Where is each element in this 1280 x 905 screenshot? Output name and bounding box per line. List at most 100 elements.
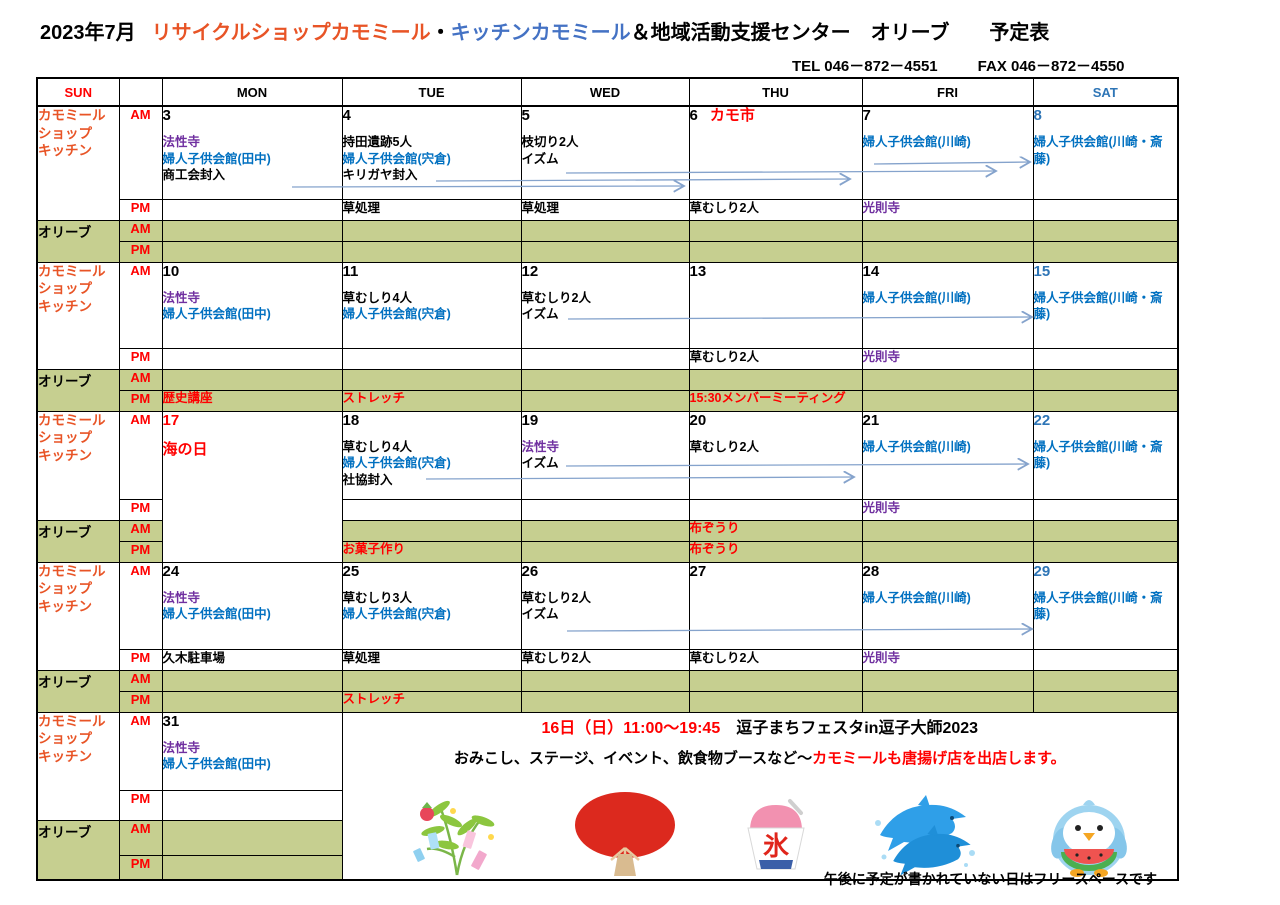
olive-pm-tue-cell: ストレッチ — [341, 389, 522, 412]
event-line: 婦人子供会館(川崎) — [862, 135, 971, 149]
olive-pm-thu-cell — [688, 240, 863, 263]
event-line: 海の日 — [162, 440, 208, 458]
am-label: AM — [118, 410, 163, 500]
week-4-row: オリーブ AM — [36, 669, 1179, 713]
day-header-sat: SAT — [1032, 77, 1179, 107]
shaved-ice-icon: 氷 — [747, 798, 805, 869]
month-label: 2023年7月 — [40, 22, 136, 44]
day-number: 3 — [162, 107, 171, 124]
announcement-line2: おみこし、ステージ、イベント、飲食物ブースなど～カモミールも唐揚げ店を出店します… — [343, 747, 1177, 768]
chamomile-label-line: ショップ — [38, 281, 92, 297]
day-number-row: 24 — [163, 563, 341, 581]
day-10-am-cell: 10 法性寺 婦人子供会館(田中) — [161, 261, 343, 349]
day-number: 18 — [342, 411, 360, 429]
day-6-am-cell: 6 カモ市 — [688, 105, 863, 200]
olive-row-label: オリーブ — [36, 368, 120, 412]
olive-am-sat-cell — [1032, 368, 1179, 391]
event-line: イズム — [521, 307, 559, 321]
event-line: 婦人子供会館(宍倉) — [342, 151, 451, 166]
event-line: 草むしり2人 — [521, 590, 591, 605]
event-line: 15:30メンバーミーティング — [689, 390, 846, 405]
week-2-row: オリーブ AM — [36, 368, 1179, 412]
day-31-pm-cell — [161, 789, 343, 821]
olive-am-fri-cell — [861, 219, 1034, 242]
olive-am-wed-cell — [520, 519, 690, 542]
day-15-pm-cell — [1032, 347, 1179, 370]
day-31-am-cell: 31 法性寺 婦人子供会館(田中) — [161, 711, 343, 791]
day-28-pm-cell: 光則寺 — [861, 648, 1034, 671]
chamomile-label-line: ショップ — [38, 581, 92, 597]
day-28-am-cell: 28 婦人子供会館(川崎) — [861, 561, 1034, 650]
day-header-thu: THU — [688, 77, 863, 107]
pm-label: PM — [118, 789, 163, 821]
chamomile-label-line: カモミール — [38, 563, 106, 579]
olive-pm-mon-cell: 歴史講座 — [161, 389, 343, 412]
pm-label: PM — [118, 648, 163, 671]
olive-am-thu-cell — [688, 368, 863, 391]
day-4-am-cell: 4 持田遺跡5人婦人子供会館(宍倉) キリガヤ封入 — [341, 105, 522, 200]
event-line: 持田遺跡5人 — [342, 135, 412, 149]
day-4-pm-cell: 草処理 — [341, 198, 522, 221]
week-2-row: PM 歴史講座 ストレッチ 15:30メンバーミーティング — [37, 389, 1179, 412]
olive-am-wed-cell — [520, 219, 690, 242]
olive-am-wed-cell — [520, 669, 690, 692]
event-line: キリガヤ封入 — [342, 168, 418, 182]
announcement-detail: おみこし、ステージ、イベント、飲食物ブースなど～ — [453, 749, 813, 767]
chamomile-label-line: キッチン — [38, 447, 92, 463]
week-4-row: PM 久木駐車場 草処理 草むしり2人 草むしり2人 光則寺 — [37, 648, 1179, 671]
chamomile-row-label: カモミール ショップ キッチン — [36, 561, 120, 671]
day-number: 7 — [862, 107, 871, 124]
day-number: 29 — [1033, 562, 1051, 580]
olive-pm-thu-cell: 布ぞうり — [688, 540, 863, 563]
day-17-am-cell: 17 海の日 — [161, 410, 343, 563]
day-number-row: 12 — [522, 263, 688, 281]
day-number-row: 25 — [343, 563, 520, 581]
olive-am-label: AM — [118, 669, 163, 692]
olive-pm-wed-cell — [520, 240, 690, 263]
chamomile-label-line: カモミール — [38, 263, 106, 279]
day-13-pm-cell: 草むしり2人 — [688, 347, 863, 370]
event-line: 光則寺 — [862, 349, 901, 364]
day-21-am-cell: 21 婦人子供会館(川崎) — [861, 410, 1034, 500]
olive-am-sat-cell — [1032, 669, 1179, 692]
event-line: 商工会封入 — [162, 168, 226, 182]
day-number-row: 4 — [343, 107, 520, 125]
announcement-event-name: 逗子まちフェスタin逗子大師2023 — [720, 719, 979, 737]
uchiwa-fan-icon — [575, 791, 676, 876]
olive-row-label: オリーブ — [36, 669, 120, 713]
olive-pm-sat-cell — [1032, 690, 1179, 713]
olive-pm-fri-cell — [861, 389, 1034, 412]
day-number: 21 — [862, 411, 880, 429]
week-4-row: PM ストレッチ — [37, 690, 1179, 713]
day-8-am-cell: 8 婦人子供会館(川崎・斎藤) — [1032, 105, 1179, 200]
event-line: ストレッチ — [342, 390, 406, 405]
event-line: 婦人子供会館(川崎・斎藤) — [1033, 590, 1163, 622]
olive-pm-fri-cell — [861, 690, 1034, 713]
title-separator: ・ — [430, 22, 451, 44]
pm-label: PM — [118, 198, 163, 221]
olive-am-mon-cell — [161, 219, 343, 242]
dolphins-icon — [875, 794, 976, 875]
day-18-pm-cell — [341, 498, 522, 521]
day-number-row: 8 — [1034, 107, 1177, 125]
market-day-badge: カモ市 — [709, 107, 755, 124]
olive-row-label: オリーブ — [36, 519, 120, 563]
olive-pm-tue-cell: お菓子作り — [341, 540, 522, 563]
event-line: 法性寺 — [162, 740, 201, 755]
day-header-wed: WED — [520, 77, 690, 107]
chamomile-row-label: カモミール ショップ キッチン — [36, 410, 120, 521]
chamomile-label-line: キッチン — [38, 143, 92, 159]
olive-pm-fri-cell — [861, 240, 1034, 263]
footer-note: 午後に予定が書かれていない日はフリースペースです — [823, 871, 1157, 887]
chamomile-label-line: キッチン — [38, 748, 92, 764]
week-1-row: PM — [37, 240, 1179, 263]
chamomile-row-label: カモミール ショップ キッチン — [36, 105, 120, 221]
am-label: AM — [118, 711, 163, 791]
announcement-date: 16日（日）11:00～19:45 — [541, 719, 721, 737]
week-3-row: PM お菓子作り 布ぞうり — [37, 540, 1179, 563]
olive-pm-mon-cell — [161, 690, 343, 713]
olive-am-sat-cell — [1032, 219, 1179, 242]
event-line: 草むしり2人 — [521, 650, 591, 665]
day-number-row: 15 — [1034, 263, 1177, 281]
olive-pm-mon-cell — [161, 855, 343, 880]
